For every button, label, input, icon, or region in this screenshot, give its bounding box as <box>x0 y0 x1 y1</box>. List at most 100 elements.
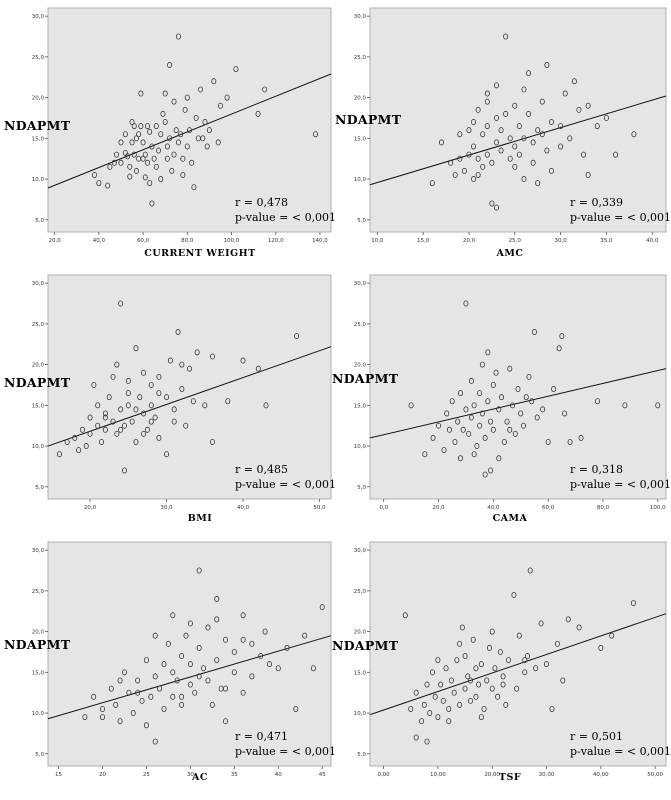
data-point <box>157 685 163 692</box>
data-point <box>512 143 518 150</box>
data-point <box>164 451 170 458</box>
data-point <box>413 734 419 741</box>
y-tick-label: 30,0 <box>354 14 367 20</box>
data-point <box>457 640 463 647</box>
data-point <box>444 410 450 417</box>
data-point <box>448 677 454 684</box>
data-point <box>492 665 498 672</box>
data-point <box>313 131 319 138</box>
x-tick-label: 40,0 <box>487 505 500 511</box>
scatter-plot: 5,0 10,0 15,0 20,0 25,0 30,0 0,0 20,0 40,0 60,0 80… <box>354 274 671 511</box>
data-point <box>559 333 565 340</box>
data-point <box>165 640 171 647</box>
data-point <box>142 174 148 181</box>
data-point <box>141 430 147 437</box>
data-point <box>107 163 113 170</box>
data-point <box>209 701 215 708</box>
data-point <box>571 78 577 85</box>
data-point <box>598 644 604 651</box>
data-point <box>152 738 158 745</box>
data-point <box>249 640 255 647</box>
plot-area <box>47 541 332 767</box>
data-point <box>182 106 188 113</box>
data-point <box>493 114 499 121</box>
data-point <box>463 406 469 413</box>
data-point <box>471 119 477 126</box>
data-point <box>503 110 509 117</box>
y-tick-label: 5,0 <box>357 218 366 224</box>
data-point <box>133 167 139 174</box>
data-point <box>190 398 196 405</box>
data-point <box>457 390 463 397</box>
x-axis-label: TSF <box>498 772 522 783</box>
data-point <box>171 406 177 413</box>
x-tick-label: 30,00 <box>539 772 555 778</box>
data-point <box>505 657 511 664</box>
data-point <box>419 718 425 725</box>
data-point <box>471 451 477 458</box>
x-tick-label: 40,0 <box>237 505 250 511</box>
data-point <box>141 410 147 417</box>
data-point <box>475 106 481 113</box>
data-point <box>408 402 414 409</box>
data-point <box>91 693 97 700</box>
data-point <box>594 398 600 405</box>
data-point <box>443 665 449 672</box>
y-tick-label: 25,0 <box>32 322 45 328</box>
x-tick-label: 40,0 <box>93 238 106 244</box>
data-point <box>478 714 484 721</box>
data-point <box>521 176 527 183</box>
correlation-label: r = 0,501 <box>570 730 623 743</box>
data-point <box>275 665 281 672</box>
data-point <box>484 123 490 130</box>
data-point <box>64 438 70 445</box>
data-point <box>179 653 185 660</box>
data-point <box>223 718 229 725</box>
data-point <box>152 673 158 680</box>
x-tick-label: 30,0 <box>554 238 567 244</box>
data-point <box>194 349 200 356</box>
data-point <box>500 673 506 680</box>
data-point <box>424 681 430 688</box>
regression-line <box>47 73 332 189</box>
data-point <box>160 110 166 117</box>
x-tick-label: 15,0 <box>417 238 430 244</box>
data-point <box>79 426 85 433</box>
data-point <box>140 139 146 146</box>
data-point <box>143 722 149 729</box>
x-tick-label: 20,0 <box>84 505 97 511</box>
data-point <box>460 426 466 433</box>
data-point <box>139 697 145 704</box>
data-point <box>630 600 636 607</box>
data-point <box>466 127 472 134</box>
data-point <box>432 693 438 700</box>
data-point <box>102 426 108 433</box>
data-point <box>516 151 522 158</box>
data-point <box>183 632 189 639</box>
data-point <box>489 200 495 207</box>
data-point <box>435 714 441 721</box>
data-point <box>118 406 124 413</box>
data-point <box>156 390 162 397</box>
x-tick-label: 20,0 <box>49 238 62 244</box>
data-point <box>429 669 435 676</box>
data-point <box>518 410 524 417</box>
data-point <box>284 644 290 651</box>
data-point <box>457 455 463 462</box>
scatter-plot: 5,0 10,0 15,0 20,0 25,0 30,0 0,00 10,00 20,00 30,… <box>354 541 671 778</box>
data-point <box>488 418 494 425</box>
regression-line <box>369 368 667 439</box>
data-point <box>161 661 167 668</box>
x-tick-label: 120,0 <box>268 238 284 244</box>
data-point <box>482 471 488 478</box>
data-point <box>135 689 141 696</box>
data-point <box>152 632 158 639</box>
data-point <box>438 681 444 688</box>
data-point <box>148 418 154 425</box>
data-point <box>156 147 162 154</box>
p-value-label: p-value = < 0,001 <box>235 745 336 758</box>
data-point <box>149 143 155 150</box>
data-point <box>548 119 554 126</box>
data-point <box>576 106 582 113</box>
data-point <box>131 151 137 158</box>
